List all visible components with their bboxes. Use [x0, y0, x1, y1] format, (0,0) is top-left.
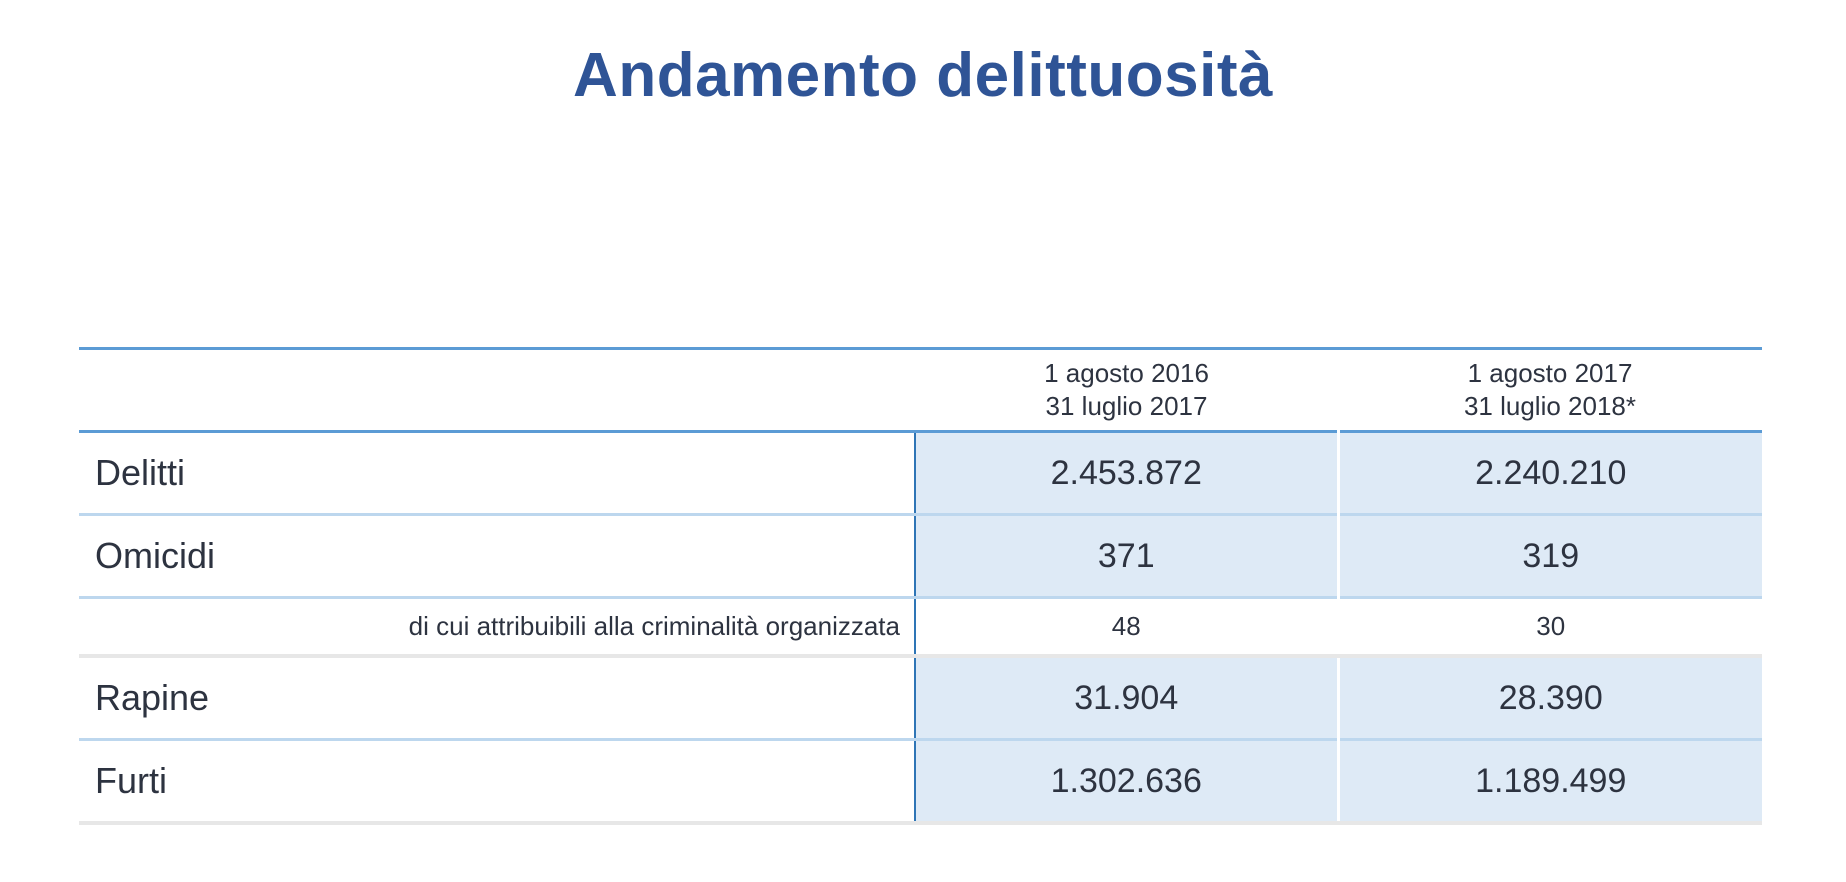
row-label: Furti [95, 760, 167, 801]
header-period-2017-2018: 1 agosto 2017 31 luglio 2018* [1338, 349, 1762, 432]
header-empty [79, 349, 915, 432]
cell-value: 371 [914, 514, 1340, 598]
table-header-row: 1 agosto 2016 31 luglio 2017 1 agosto 201… [79, 348, 1762, 432]
table-row: Rapine 31.904 28.390 [79, 656, 1762, 740]
cell-value: 31.904 [914, 656, 1340, 740]
row-label: di cui attribuibili alla criminalità org… [408, 611, 900, 641]
table-row: Furti 1.302.636 1.189.499 [79, 739, 1762, 823]
table-row: Delitti 2.453.872 2.240.210 [79, 431, 1762, 515]
table-row: Omicidi 371 319 [79, 514, 1762, 598]
row-label: Omicidi [95, 535, 216, 576]
header-period-2016-2017: 1 agosto 2016 31 luglio 2017 [915, 349, 1338, 432]
row-label: Rapine [95, 677, 210, 718]
cell-value: 1.302.636 [914, 739, 1340, 823]
crime-trend-table: 1 agosto 2016 31 luglio 2017 1 agosto 201… [79, 347, 1762, 825]
cell-value: 30 [1338, 597, 1762, 656]
cell-value: 48 [914, 597, 1340, 656]
cell-value: 2.240.210 [1338, 431, 1762, 515]
cell-value: 28.390 [1338, 656, 1762, 740]
header-line: 1 agosto 2016 [1044, 358, 1209, 388]
header-line: 1 agosto 2017 [1467, 358, 1633, 388]
header-line: 31 luglio 2018* [1463, 391, 1637, 421]
page-title: Andamento delittuosità [573, 41, 1273, 110]
header-line: 31 luglio 2017 [1045, 391, 1208, 421]
row-label: Delitti [95, 452, 186, 493]
cell-value: 1.189.499 [1338, 739, 1762, 823]
cell-value: 319 [1338, 514, 1762, 598]
cell-value: 2.453.872 [914, 431, 1340, 515]
table-row: di cui attribuibili alla criminalità org… [79, 597, 1762, 656]
